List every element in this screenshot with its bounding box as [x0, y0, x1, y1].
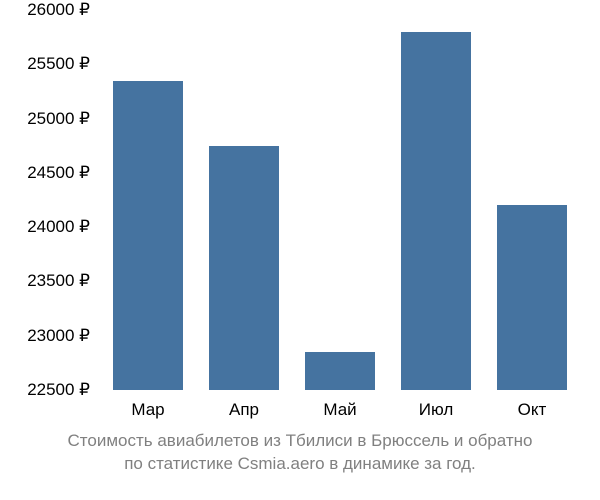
x-tick-label: Окт [518, 400, 547, 420]
x-tick-label: Май [323, 400, 356, 420]
y-tick-label: 23000 ₽ [0, 326, 90, 346]
bar [497, 205, 566, 390]
chart-caption: Стоимость авиабилетов из Тбилиси в Брюсс… [0, 430, 600, 476]
x-tick-label: Апр [229, 400, 259, 420]
caption-line-2: по статистике Csmia.aero в динамике за г… [124, 454, 476, 473]
bar [209, 146, 278, 390]
bar [113, 81, 182, 390]
y-tick-label: 26000 ₽ [0, 0, 90, 20]
bars-container [100, 10, 580, 390]
y-tick-label: 23500 ₽ [0, 271, 90, 291]
x-tick-label: Июл [419, 400, 454, 420]
y-tick-label: 22500 ₽ [0, 380, 90, 400]
plot-area: 22500 ₽23000 ₽23500 ₽24000 ₽24500 ₽25000… [100, 10, 580, 390]
y-tick-label: 25000 ₽ [0, 109, 90, 129]
price-chart: 22500 ₽ 23000 ₽ 23500 ₽ 24000 ₽ 24500 ₽ 25000… [0, 0, 600, 500]
bar [401, 32, 470, 390]
bar [305, 352, 374, 390]
caption-line-1: Стоимость авиабилетов из Тбилиси в Брюсс… [68, 431, 533, 450]
y-tick-label: 25500 ₽ [0, 54, 90, 74]
y-tick-label: 24500 ₽ [0, 163, 90, 183]
x-tick-label: Мар [131, 400, 164, 420]
y-tick-label: 24000 ₽ [0, 217, 90, 237]
